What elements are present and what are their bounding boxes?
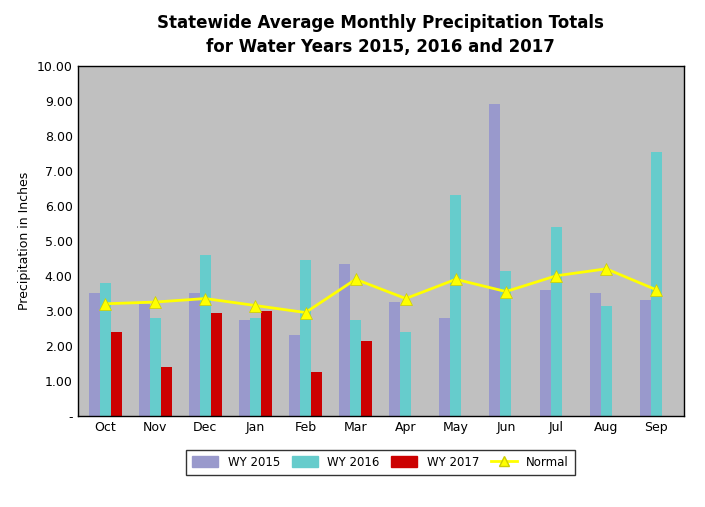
Bar	[261, 311, 272, 416]
Bar	[389, 302, 400, 416]
Bar	[289, 335, 300, 416]
Bar	[189, 293, 200, 416]
Bar	[99, 283, 111, 416]
Bar	[239, 319, 250, 416]
Bar	[139, 304, 149, 416]
Bar	[311, 372, 322, 416]
Bar	[250, 318, 261, 416]
Bar	[489, 104, 501, 416]
Bar	[211, 312, 222, 416]
Bar	[551, 227, 562, 416]
Bar	[350, 319, 361, 416]
Bar	[539, 290, 551, 416]
Bar	[400, 332, 411, 416]
Legend: WY 2015, WY 2016, WY 2017, Normal: WY 2015, WY 2016, WY 2017, Normal	[186, 450, 575, 475]
Bar	[450, 195, 461, 416]
Bar	[200, 255, 211, 416]
Bar	[639, 300, 651, 416]
Bar	[300, 260, 311, 416]
Bar	[651, 152, 662, 416]
Bar	[161, 367, 172, 416]
Bar	[501, 271, 512, 416]
Bar	[361, 341, 372, 416]
Bar	[439, 318, 450, 416]
Title: Statewide Average Monthly Precipitation Totals
for Water Years 2015, 2016 and 20: Statewide Average Monthly Precipitation …	[157, 14, 604, 56]
Bar	[601, 306, 612, 416]
Bar	[149, 318, 161, 416]
Bar	[339, 264, 350, 416]
Bar	[589, 293, 601, 416]
Bar	[89, 293, 99, 416]
Y-axis label: Precipitation in Inches: Precipitation in Inches	[18, 172, 31, 310]
Bar	[111, 332, 122, 416]
